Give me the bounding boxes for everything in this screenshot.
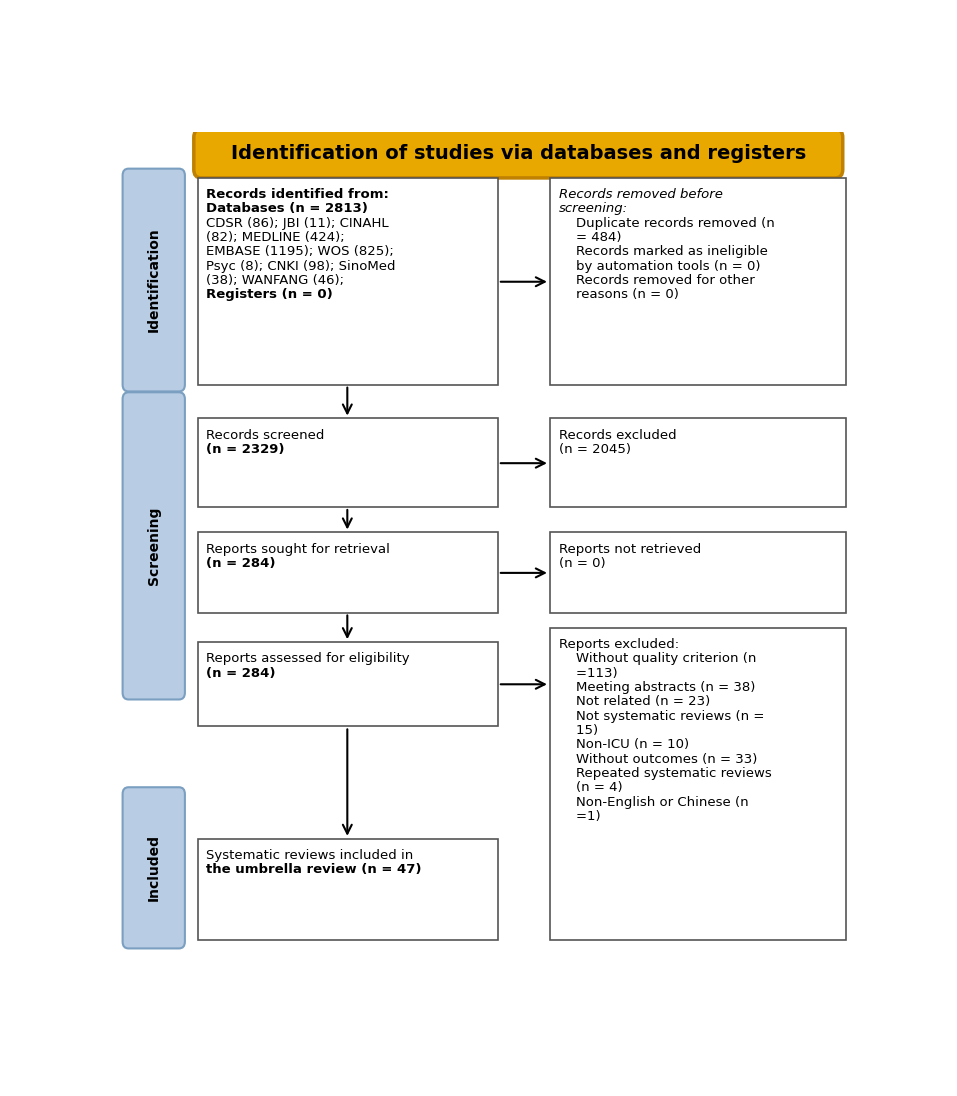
Bar bbox=[550, 178, 847, 385]
Text: Identification of studies via databases and registers: Identification of studies via databases … bbox=[231, 144, 806, 163]
Bar bbox=[550, 419, 847, 507]
Text: Records removed before: Records removed before bbox=[559, 189, 723, 201]
Text: (n = 2045): (n = 2045) bbox=[559, 443, 631, 456]
Bar bbox=[197, 533, 498, 613]
Text: by automation tools (n = 0): by automation tools (n = 0) bbox=[559, 260, 760, 273]
Text: Registers (n = 0): Registers (n = 0) bbox=[207, 288, 333, 301]
Text: Systematic reviews included in: Systematic reviews included in bbox=[207, 848, 413, 861]
FancyBboxPatch shape bbox=[122, 169, 185, 391]
Text: Non-English or Chinese (n: Non-English or Chinese (n bbox=[559, 796, 748, 809]
Text: the umbrella review (n = 47): the umbrella review (n = 47) bbox=[207, 864, 422, 876]
Text: (n = 2329): (n = 2329) bbox=[207, 443, 285, 456]
Text: 15): 15) bbox=[559, 724, 598, 737]
Text: Without quality criterion (n: Without quality criterion (n bbox=[559, 652, 756, 665]
Text: EMBASE (1195); WOS (825);: EMBASE (1195); WOS (825); bbox=[207, 246, 394, 259]
Bar bbox=[550, 533, 847, 613]
Text: Not related (n = 23): Not related (n = 23) bbox=[559, 695, 710, 708]
Text: Not systematic reviews (n =: Not systematic reviews (n = bbox=[559, 709, 764, 722]
Text: Records marked as ineligible: Records marked as ineligible bbox=[559, 246, 768, 259]
Text: Meeting abstracts (n = 38): Meeting abstracts (n = 38) bbox=[559, 681, 755, 694]
Text: Identification: Identification bbox=[146, 228, 161, 332]
Text: Included: Included bbox=[146, 834, 161, 901]
Text: Records screened: Records screened bbox=[207, 429, 324, 442]
Bar bbox=[197, 419, 498, 507]
Bar bbox=[197, 838, 498, 940]
Text: Duplicate records removed (n: Duplicate records removed (n bbox=[559, 217, 774, 230]
Text: Reports excluded:: Reports excluded: bbox=[559, 638, 679, 651]
Text: (n = 284): (n = 284) bbox=[207, 557, 276, 570]
Text: Without outcomes (n = 33): Without outcomes (n = 33) bbox=[559, 753, 757, 766]
Text: (n = 284): (n = 284) bbox=[207, 666, 276, 680]
Text: Reports sought for retrieval: Reports sought for retrieval bbox=[207, 543, 390, 556]
FancyBboxPatch shape bbox=[122, 787, 185, 948]
Bar bbox=[197, 642, 498, 727]
Text: =113): =113) bbox=[559, 666, 617, 680]
Bar bbox=[197, 178, 498, 385]
Text: Records identified from:: Records identified from: bbox=[207, 189, 389, 201]
Text: (82); MEDLINE (424);: (82); MEDLINE (424); bbox=[207, 231, 345, 244]
Text: (n = 0): (n = 0) bbox=[559, 557, 606, 570]
Text: Records removed for other: Records removed for other bbox=[559, 274, 754, 287]
Text: Non-ICU (n = 10): Non-ICU (n = 10) bbox=[559, 739, 689, 751]
Text: reasons (n = 0): reasons (n = 0) bbox=[559, 288, 679, 301]
Text: Repeated systematic reviews: Repeated systematic reviews bbox=[559, 767, 771, 780]
Text: Reports assessed for eligibility: Reports assessed for eligibility bbox=[207, 652, 410, 665]
Text: Psyc (8); CNKI (98); SinoMed: Psyc (8); CNKI (98); SinoMed bbox=[207, 260, 396, 273]
FancyBboxPatch shape bbox=[194, 129, 843, 178]
Text: Screening: Screening bbox=[146, 506, 161, 585]
Text: (n = 4): (n = 4) bbox=[559, 781, 622, 795]
Text: (38); WANFANG (46);: (38); WANFANG (46); bbox=[207, 274, 345, 287]
FancyBboxPatch shape bbox=[122, 392, 185, 699]
Text: Records excluded: Records excluded bbox=[559, 429, 677, 442]
Text: CDSR (86); JBI (11); CINAHL: CDSR (86); JBI (11); CINAHL bbox=[207, 217, 389, 230]
Text: Databases (n = 2813): Databases (n = 2813) bbox=[207, 203, 368, 216]
Bar bbox=[550, 628, 847, 940]
Text: screening:: screening: bbox=[559, 203, 628, 216]
Text: Reports not retrieved: Reports not retrieved bbox=[559, 543, 701, 556]
Text: =1): =1) bbox=[559, 810, 600, 823]
Text: = 484): = 484) bbox=[559, 231, 621, 244]
